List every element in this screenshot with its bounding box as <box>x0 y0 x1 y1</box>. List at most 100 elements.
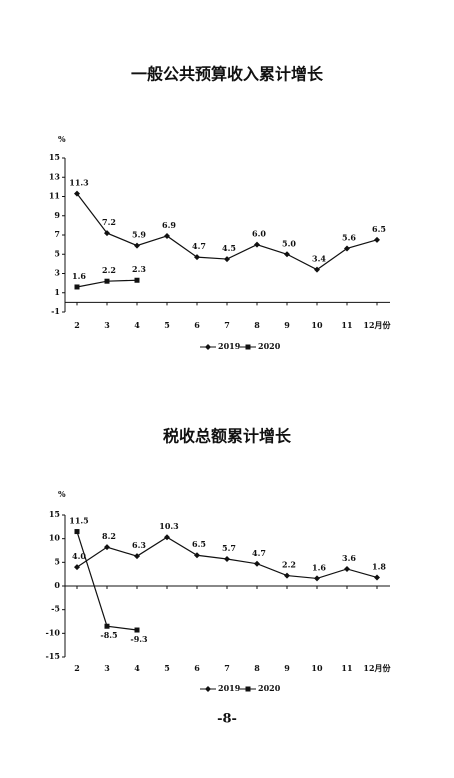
marker <box>104 278 110 284</box>
x-tick-label: 12月份 <box>363 320 391 330</box>
data-label: 6.0 <box>252 229 266 239</box>
legend-label: 2020 <box>258 683 281 693</box>
chart-title: 税收总额累计增长 <box>163 427 292 446</box>
x-tick-label: 3 <box>104 320 110 330</box>
data-label: 5.7 <box>222 543 236 553</box>
data-label: 4.7 <box>252 548 266 558</box>
y-axis-label: % <box>58 134 66 144</box>
data-label: 3.4 <box>312 254 326 264</box>
y-tick-label: 5 <box>54 248 60 258</box>
marker <box>344 565 350 572</box>
data-label: -9.3 <box>130 634 148 644</box>
x-tick-label: 11 <box>341 320 352 330</box>
marker <box>314 266 320 273</box>
x-tick-label: 10 <box>311 663 323 673</box>
marker <box>74 564 80 571</box>
marker <box>284 251 290 258</box>
marker <box>284 572 290 579</box>
data-label: 6.5 <box>372 224 386 234</box>
data-label: 1.8 <box>372 561 386 571</box>
marker <box>74 529 80 535</box>
marker <box>254 560 260 567</box>
data-label: 6.3 <box>132 540 146 550</box>
data-label: 4.5 <box>222 243 236 253</box>
data-label: 4.7 <box>192 241 206 251</box>
x-tick-label: 6 <box>194 663 200 673</box>
x-tick-label: 10 <box>311 320 323 330</box>
y-tick-label: 3 <box>54 268 60 278</box>
data-label: 11.3 <box>69 178 89 188</box>
y-tick-label: 13 <box>49 171 61 181</box>
marker <box>224 256 230 263</box>
data-label: 5.9 <box>132 230 146 240</box>
marker <box>104 230 110 237</box>
data-label: 1.6 <box>72 271 86 281</box>
marker <box>164 534 170 541</box>
data-label: 6.9 <box>162 220 176 230</box>
y-tick-label: 15 <box>49 509 60 519</box>
page-number: -8- <box>217 712 237 727</box>
y-tick-label: 9 <box>54 210 60 220</box>
x-tick-label: 7 <box>224 663 230 673</box>
x-tick-label: 4 <box>134 320 140 330</box>
y-tick-label: 11 <box>49 191 60 201</box>
marker <box>205 344 211 350</box>
x-tick-label: 12月份 <box>363 663 391 673</box>
marker <box>134 277 140 283</box>
marker <box>344 245 350 252</box>
marker <box>134 242 140 249</box>
marker <box>104 623 110 629</box>
marker <box>374 236 380 243</box>
data-label: 5.6 <box>342 232 356 242</box>
legend-label: 2019 <box>218 683 241 693</box>
chart-title: 一般公共预算收入累计增长 <box>131 65 324 84</box>
x-tick-label: 8 <box>254 320 260 330</box>
data-label: 1.6 <box>312 562 326 572</box>
marker <box>104 544 110 551</box>
y-tick-label: -1 <box>51 306 60 316</box>
y-tick-label: 15 <box>49 152 60 162</box>
data-label: 6.5 <box>192 539 206 549</box>
marker <box>164 232 170 239</box>
data-label: 11.5 <box>69 516 88 526</box>
data-label: 7.2 <box>102 217 116 227</box>
marker <box>314 575 320 582</box>
x-tick-label: 5 <box>164 320 170 330</box>
marker <box>224 556 230 563</box>
data-label: 8.2 <box>102 531 116 541</box>
x-tick-label: 2 <box>74 663 80 673</box>
y-tick-label: -10 <box>46 627 61 637</box>
x-tick-label: 9 <box>284 320 290 330</box>
x-tick-label: 3 <box>104 663 110 673</box>
y-tick-label: 5 <box>54 556 60 566</box>
marker <box>194 552 200 559</box>
data-label: 10.3 <box>159 521 179 531</box>
marker <box>194 254 200 261</box>
x-tick-label: 5 <box>164 663 170 673</box>
x-tick-label: 7 <box>224 320 230 330</box>
legend-label: 2020 <box>258 341 281 351</box>
marker <box>74 284 80 290</box>
x-tick-label: 4 <box>134 663 140 673</box>
x-tick-label: 6 <box>194 320 200 330</box>
y-axis-label: % <box>58 489 66 499</box>
marker <box>245 344 251 350</box>
data-label: 2.2 <box>102 265 116 275</box>
x-tick-label: 9 <box>284 663 290 673</box>
marker <box>254 241 260 248</box>
marker <box>374 574 380 581</box>
y-tick-label: -5 <box>51 604 60 614</box>
y-tick-label: 1 <box>54 287 60 297</box>
marker <box>205 686 211 692</box>
marker <box>134 627 140 633</box>
data-label: 2.2 <box>282 560 296 570</box>
data-label: 4.0 <box>72 551 86 561</box>
data-label: 3.6 <box>342 553 356 563</box>
data-label: 5.0 <box>282 238 296 248</box>
y-tick-label: -15 <box>46 651 60 661</box>
marker <box>74 190 80 197</box>
data-label: -8.5 <box>100 630 117 640</box>
y-tick-label: 0 <box>54 580 60 590</box>
